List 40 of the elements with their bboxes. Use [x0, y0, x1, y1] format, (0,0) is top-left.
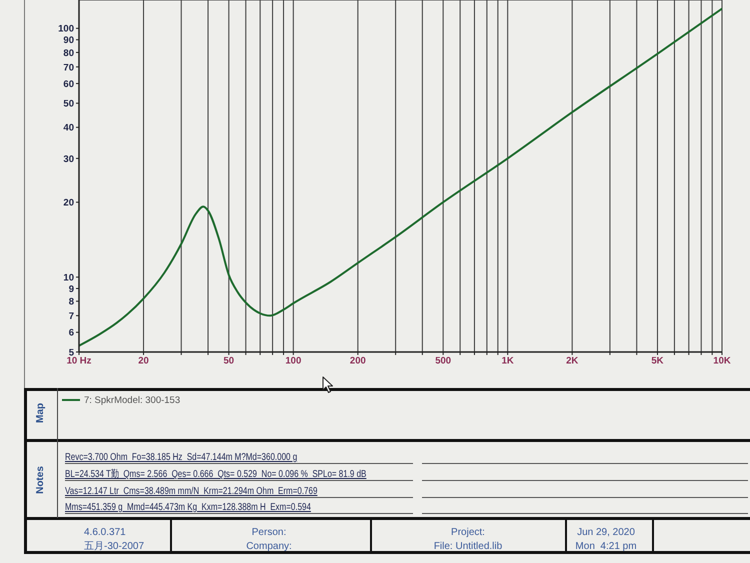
text: Jun 29, 2020 — [577, 527, 635, 539]
text: Person: — [252, 527, 286, 539]
x-tick-label: 10 Hz — [66, 356, 92, 367]
y-tick-label: 70 — [63, 62, 74, 74]
y-tick-label: 8 — [68, 296, 74, 308]
y-tick-label: 9 — [68, 284, 74, 295]
legend-label: 7: SpkrModel: 300-153 — [84, 394, 180, 406]
x-tick-label: 20 — [138, 356, 149, 367]
text: 五月-30-2007 — [84, 541, 144, 553]
x-tick-label: 50 — [224, 356, 234, 367]
text: Company: — [246, 541, 292, 553]
x-tick-label: 100 — [285, 356, 302, 367]
x-tick-label: 10K — [713, 356, 731, 367]
y-tick-label: 5 — [68, 347, 75, 358]
y-tick-label: 30 — [63, 154, 74, 165]
text: Mon 4:21 pm — [575, 541, 637, 553]
text: 4.6.0.371 — [84, 527, 126, 539]
y-tick-label: 6 — [68, 328, 74, 339]
y-tick-label: 60 — [63, 78, 74, 90]
y-tick-label: 20 — [63, 198, 74, 209]
text: Mms=451.359 g Mmd=445.473m Kg Kxm=128.388m H Exm=0.594 — [65, 502, 311, 514]
y-tick-label: 10 — [63, 272, 74, 284]
y-tick-label: 80 — [63, 48, 74, 59]
text: BL=24.534 T勤 Qms= 2.566 Qes= 0.666 Qts= 0.529 No= 0.096 % SPLo= 81.9 dB — [65, 469, 366, 481]
y-tick-label: 100 — [58, 24, 74, 35]
x-tick-label: 5K — [651, 356, 664, 367]
x-tick-label: 500 — [435, 356, 452, 367]
text: Project: — [451, 527, 485, 539]
x-tick-label: 1K — [502, 356, 514, 367]
text: Notes — [35, 466, 47, 494]
text: File: Untitled.lib — [434, 541, 502, 553]
y-tick-label: 40 — [63, 122, 74, 134]
text: Map — [35, 403, 47, 423]
y-tick-label: 7 — [68, 311, 74, 322]
text: Revc=3.700 Ohm Fo=38.185 Hz Sd=47.144m M?Md=360.000 g — [65, 452, 298, 464]
y-tick-label: 90 — [63, 35, 74, 46]
y-tick-label: 50 — [63, 98, 74, 110]
x-tick-label: 200 — [350, 356, 366, 367]
text: Vas=12.147 Ltr Cms=38.489m mm/N Krm=21.294m Ohm Erm=0.769 — [65, 486, 318, 498]
x-tick-label: 2K — [566, 356, 578, 367]
